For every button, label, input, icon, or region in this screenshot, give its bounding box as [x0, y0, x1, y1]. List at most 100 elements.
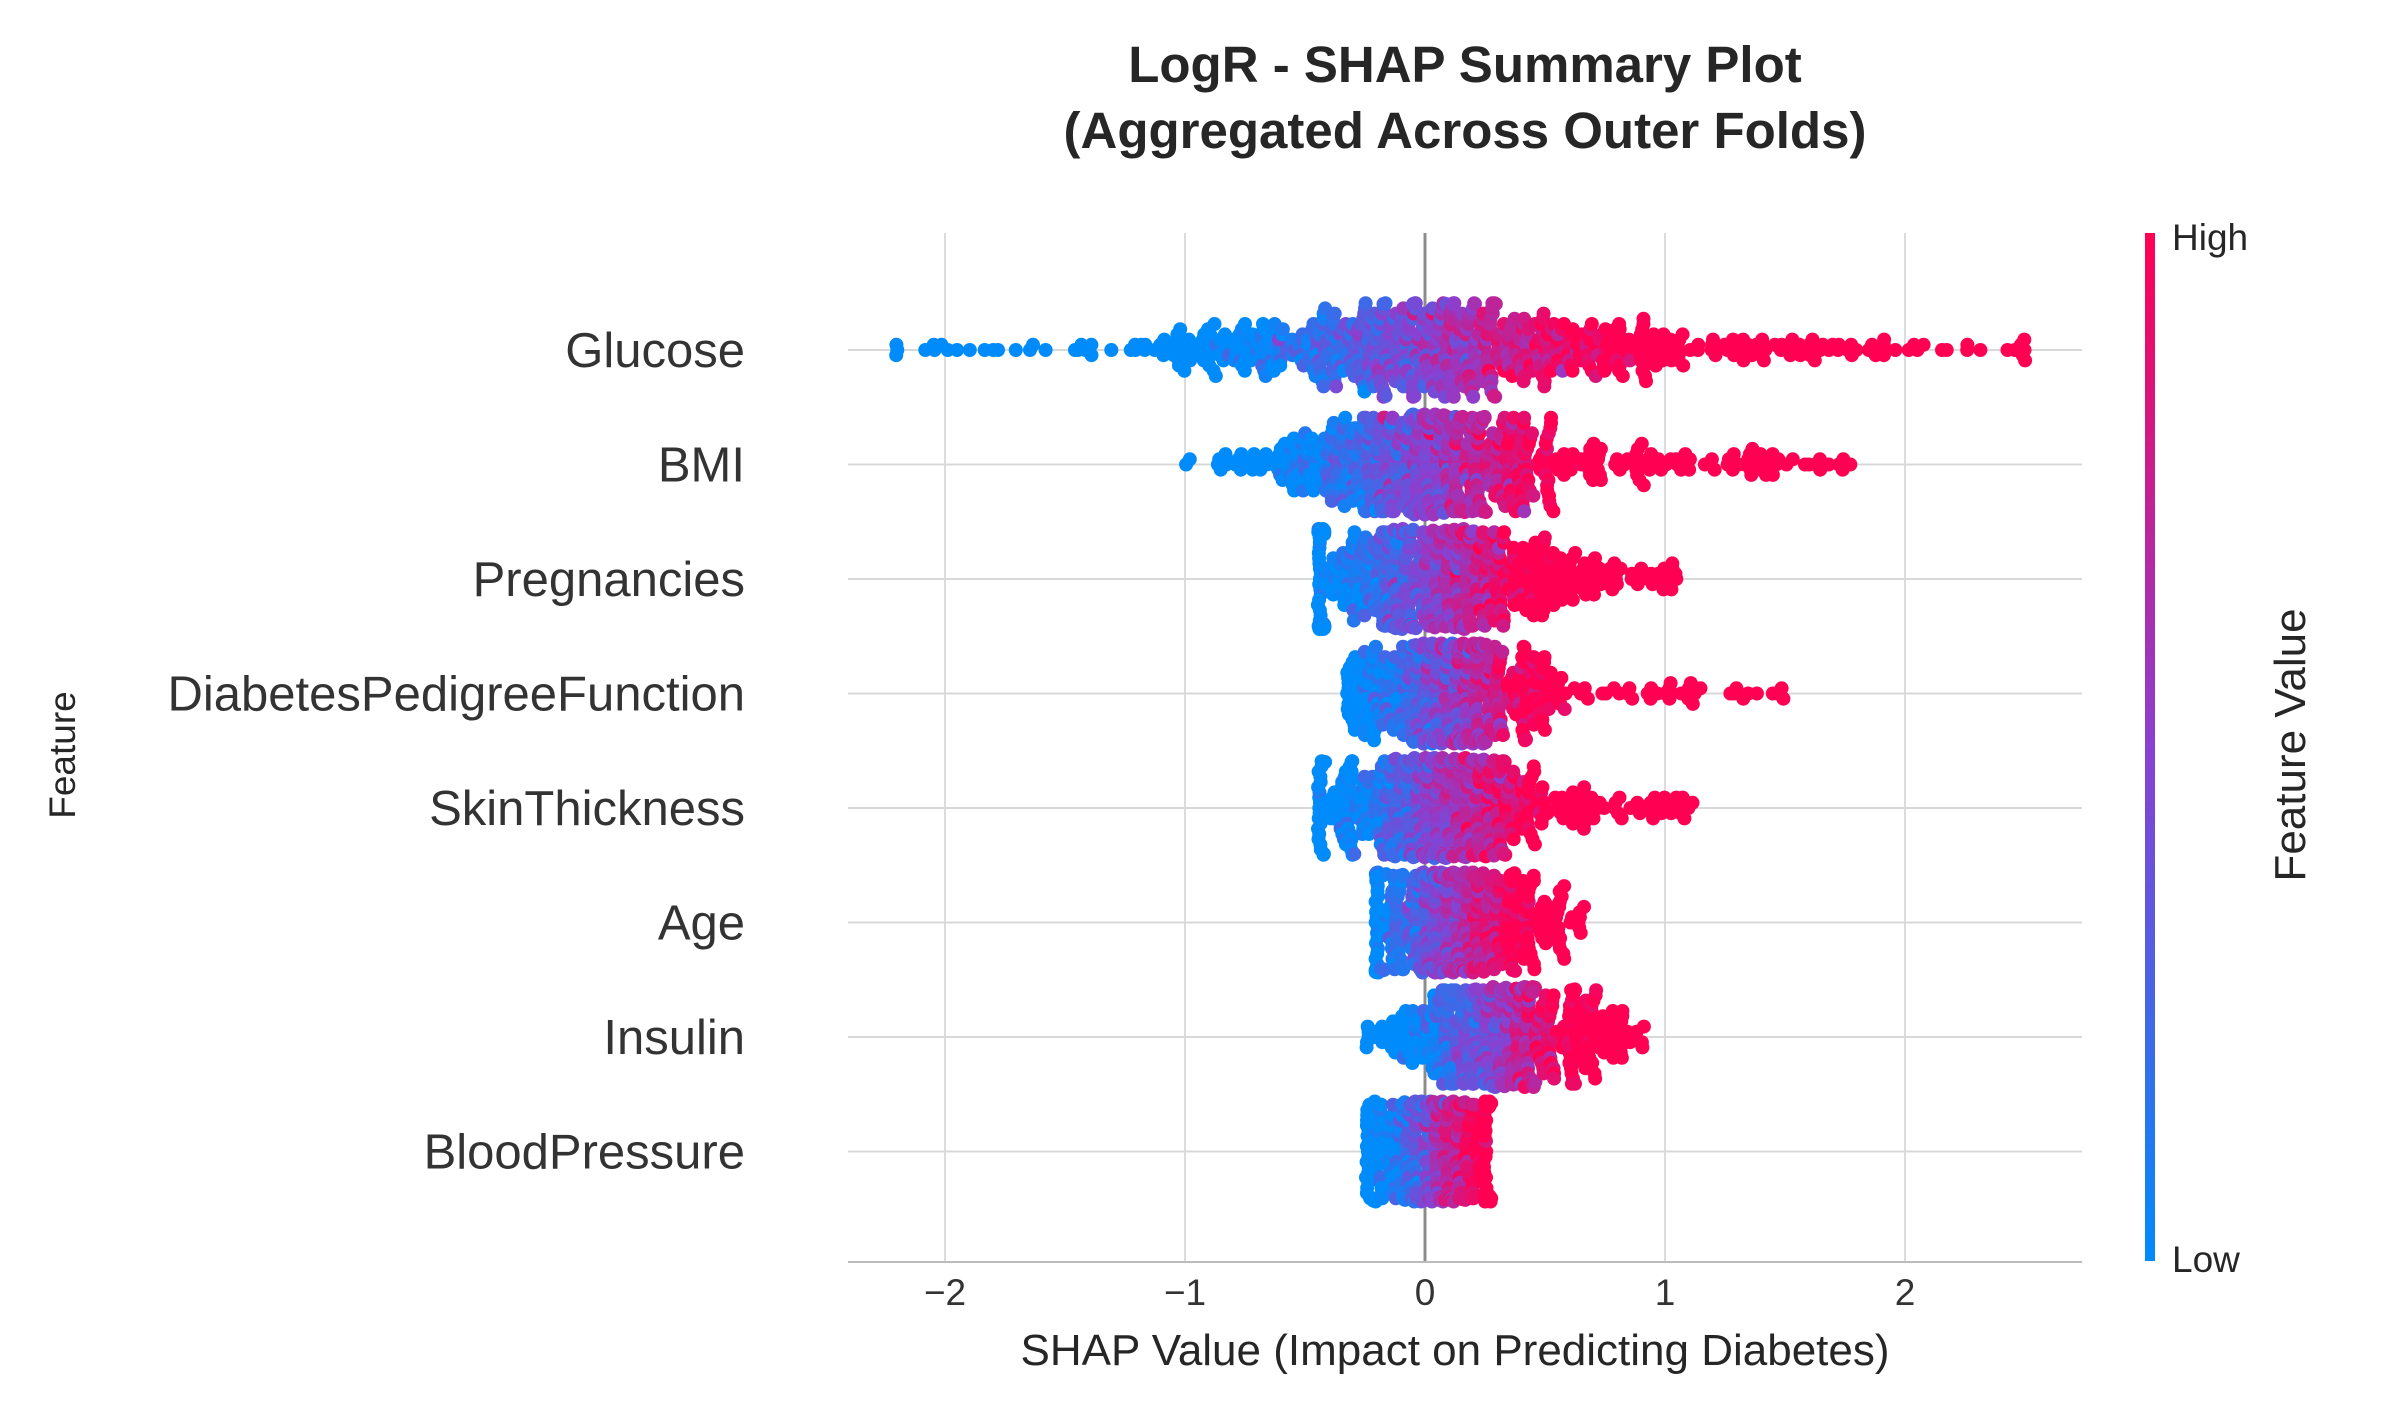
shap-point [1916, 337, 1931, 352]
feature-label: SkinThickness [429, 782, 745, 836]
shap-point [950, 343, 965, 357]
shap-point [1636, 311, 1651, 326]
shap-point [1446, 389, 1461, 403]
shap-point [1546, 988, 1561, 1003]
shap-point [1682, 462, 1697, 477]
shap-point [1563, 462, 1578, 477]
shap-point [1805, 332, 1820, 347]
shap-point [1662, 691, 1677, 706]
shap-point [1587, 587, 1601, 602]
shap-point [1554, 670, 1569, 685]
shap-point [1668, 566, 1683, 581]
shap-point [1327, 306, 1342, 321]
shap-point [1636, 1019, 1651, 1034]
shap-point [1526, 488, 1541, 503]
shap-point [1208, 369, 1223, 383]
shap-point [1843, 457, 1858, 472]
shap-point [2018, 353, 2033, 368]
shap-point [1525, 426, 1539, 441]
points-layer [889, 296, 2033, 1209]
shap-point [1237, 363, 1252, 378]
shap-point [1304, 431, 1319, 446]
shap-point [1675, 327, 1690, 342]
shap-point [889, 337, 904, 352]
shap-point [1664, 582, 1679, 597]
shap-point [1084, 337, 1099, 352]
shap-point [1238, 317, 1252, 331]
feature-label: Pregnancies [473, 553, 745, 607]
feature-label: Age [658, 897, 745, 951]
shap-point [1496, 728, 1510, 743]
shap-point [1495, 644, 1510, 659]
shap-point [1625, 691, 1640, 706]
shap-point [1318, 755, 1333, 769]
x-tick-label: −1 [1164, 1272, 1206, 1313]
shap-point [1609, 577, 1624, 592]
shap-point [1593, 441, 1608, 456]
shap-point [1693, 681, 1708, 696]
shap-point [1273, 358, 1288, 373]
shap-point [1477, 409, 1492, 424]
shap-point [1888, 343, 1903, 357]
shap-point [1785, 452, 1800, 467]
shap-point [1535, 608, 1550, 623]
shap-point [1026, 337, 1040, 352]
shap-point [1565, 363, 1580, 378]
chart-title-line1: LogR - SHAP Summary Plot [1128, 36, 1802, 93]
shap-point [1173, 322, 1188, 337]
shap-point [1487, 296, 1502, 311]
shap-point [1588, 1071, 1603, 1086]
shap-point [1593, 473, 1608, 488]
shap-point [1568, 1076, 1582, 1091]
shap-point [1486, 389, 1501, 403]
shap-point [962, 343, 977, 357]
shap-point [1496, 618, 1511, 633]
shap-point [1478, 505, 1493, 520]
shap-point [1476, 618, 1491, 632]
shap-point [1589, 983, 1604, 998]
feature-label: BloodPressure [424, 1126, 745, 1180]
shap-point [1347, 847, 1362, 861]
shap-point [1317, 527, 1332, 542]
shap-point [1537, 722, 1552, 737]
shap-point [1182, 452, 1197, 467]
shap-point [1468, 297, 1482, 311]
x-tick-label: 2 [1895, 1272, 1916, 1313]
shap-point [1580, 691, 1595, 706]
shap-point [1557, 879, 1572, 894]
shap-point [1357, 608, 1372, 623]
shap-point [1482, 1192, 1497, 1207]
shap-point [1496, 847, 1511, 861]
shap-point [1376, 297, 1391, 311]
shap-point [1378, 389, 1393, 403]
shap-point [1615, 369, 1630, 383]
shap-point [1597, 363, 1612, 378]
shap-point [1316, 622, 1331, 636]
shap-point [1691, 337, 1706, 352]
shap-point [1338, 410, 1353, 425]
shap-point [1038, 343, 1053, 357]
shap-point [1849, 343, 1864, 357]
shap-point [1516, 540, 1531, 555]
shap-point [1576, 821, 1591, 836]
shap-point [1537, 530, 1552, 545]
shap-point [1682, 452, 1697, 467]
shap-point [1084, 348, 1099, 363]
shap-point [1306, 483, 1321, 498]
shap-point [1636, 478, 1651, 493]
shap-point [1369, 640, 1383, 655]
shap-point [1367, 733, 1382, 748]
shap-point [1526, 868, 1541, 883]
shap-point [1635, 1040, 1650, 1055]
shap-point [1547, 1071, 1562, 1086]
shap-point [1465, 618, 1480, 633]
shap-point [1537, 650, 1552, 665]
shap-point [1177, 363, 1192, 378]
shap-point [1104, 343, 1119, 357]
colorbar-high-label: High [2172, 217, 2248, 258]
x-tick-label: 1 [1655, 1272, 1676, 1313]
shap-point [1324, 493, 1339, 508]
shap-point [1622, 353, 1637, 368]
shap-point [1614, 1050, 1629, 1065]
